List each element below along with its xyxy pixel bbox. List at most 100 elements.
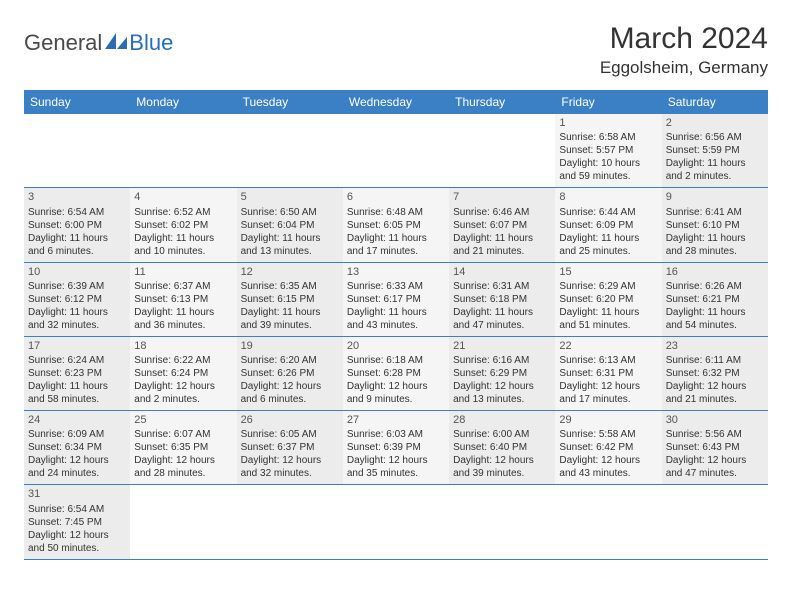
day-cell <box>237 485 343 558</box>
day-detail: and 9 minutes. <box>347 393 445 406</box>
day-detail: and 28 minutes. <box>666 245 764 258</box>
day-cell: 9Sunrise: 6:41 AMSunset: 6:10 PMDaylight… <box>662 188 768 261</box>
day-number: 5 <box>241 190 339 204</box>
day-number: 12 <box>241 265 339 279</box>
day-detail: and 32 minutes. <box>28 319 126 332</box>
day-number: 7 <box>453 190 551 204</box>
day-detail: Daylight: 12 hours <box>559 454 657 467</box>
day-cell: 27Sunrise: 6:03 AMSunset: 6:39 PMDayligh… <box>343 411 449 484</box>
day-detail: Daylight: 12 hours <box>28 454 126 467</box>
day-detail: Daylight: 11 hours <box>559 306 657 319</box>
day-number: 29 <box>559 413 657 427</box>
day-number: 17 <box>28 339 126 353</box>
day-detail: Sunset: 6:23 PM <box>28 367 126 380</box>
day-detail: Sunrise: 6:52 AM <box>134 206 232 219</box>
day-number: 9 <box>666 190 764 204</box>
day-cell: 4Sunrise: 6:52 AMSunset: 6:02 PMDaylight… <box>130 188 236 261</box>
day-detail: Daylight: 12 hours <box>28 529 126 542</box>
day-detail: Sunset: 6:29 PM <box>453 367 551 380</box>
day-cell <box>24 114 130 187</box>
day-detail: Sunrise: 6:26 AM <box>666 280 764 293</box>
day-number: 26 <box>241 413 339 427</box>
day-cell: 8Sunrise: 6:44 AMSunset: 6:09 PMDaylight… <box>555 188 661 261</box>
day-detail: Daylight: 12 hours <box>559 380 657 393</box>
day-cell: 16Sunrise: 6:26 AMSunset: 6:21 PMDayligh… <box>662 263 768 336</box>
day-detail: and 21 minutes. <box>453 245 551 258</box>
day-detail: Sunrise: 6:16 AM <box>453 354 551 367</box>
day-detail: and 2 minutes. <box>666 170 764 183</box>
day-detail: Daylight: 11 hours <box>134 232 232 245</box>
day-cell: 10Sunrise: 6:39 AMSunset: 6:12 PMDayligh… <box>24 263 130 336</box>
day-detail: and 35 minutes. <box>347 467 445 480</box>
day-cell: 30Sunrise: 5:56 AMSunset: 6:43 PMDayligh… <box>662 411 768 484</box>
day-detail: Sunrise: 6:37 AM <box>134 280 232 293</box>
day-detail: and 28 minutes. <box>134 467 232 480</box>
day-detail: Sunset: 6:28 PM <box>347 367 445 380</box>
logo-sail-icon <box>105 33 127 49</box>
week-row: 17Sunrise: 6:24 AMSunset: 6:23 PMDayligh… <box>24 337 768 411</box>
day-detail: Sunset: 6:26 PM <box>241 367 339 380</box>
day-cell: 24Sunrise: 6:09 AMSunset: 6:34 PMDayligh… <box>24 411 130 484</box>
day-header: Saturday <box>662 90 768 114</box>
day-detail: Sunrise: 6:39 AM <box>28 280 126 293</box>
day-detail: Daylight: 11 hours <box>241 232 339 245</box>
day-cell: 21Sunrise: 6:16 AMSunset: 6:29 PMDayligh… <box>449 337 555 410</box>
day-detail: Daylight: 12 hours <box>241 454 339 467</box>
week-row: 3 Sunrise: 6:54 AMSunset: 6:00 PM Daylight… <box>24 188 768 262</box>
day-detail: Sunrise: 6:35 AM <box>241 280 339 293</box>
day-number: 10 <box>28 265 126 279</box>
day-detail: Sunset: 6:31 PM <box>559 367 657 380</box>
day-cell: 22Sunrise: 6:13 AMSunset: 6:31 PMDayligh… <box>555 337 661 410</box>
day-detail: Daylight: 12 hours <box>666 454 764 467</box>
day-number: 20 <box>347 339 445 353</box>
day-headers-row: SundayMondayTuesdayWednesdayThursdayFrid… <box>24 90 768 114</box>
day-detail: and 51 minutes. <box>559 319 657 332</box>
day-cell: 17Sunrise: 6:24 AMSunset: 6:23 PMDayligh… <box>24 337 130 410</box>
day-number: 13 <box>347 265 445 279</box>
day-number: 23 <box>666 339 764 353</box>
day-detail: Sunrise: 6:33 AM <box>347 280 445 293</box>
day-detail: and 25 minutes. <box>559 245 657 258</box>
day-detail: and 13 minutes. <box>241 245 339 258</box>
day-detail: and 36 minutes. <box>134 319 232 332</box>
day-cell <box>237 114 343 187</box>
day-detail: Daylight: 12 hours <box>134 454 232 467</box>
day-detail: Daylight: 11 hours <box>666 306 764 319</box>
day-detail: Sunset: 6:21 PM <box>666 293 764 306</box>
day-cell: 7Sunrise: 6:46 AMSunset: 6:07 PMDaylight… <box>449 188 555 261</box>
day-number: 24 <box>28 413 126 427</box>
day-detail: Sunset: 7:45 PM <box>28 516 126 529</box>
day-detail: Sunset: 6:40 PM <box>453 441 551 454</box>
day-header: Thursday <box>449 90 555 114</box>
day-detail: Sunrise: 5:56 AM <box>666 428 764 441</box>
day-detail: Sunset: 6:39 PM <box>347 441 445 454</box>
day-detail: Daylight: 10 hours <box>559 157 657 170</box>
day-cell: 18Sunrise: 6:22 AMSunset: 6:24 PMDayligh… <box>130 337 236 410</box>
day-cell: 6Sunrise: 6:48 AMSunset: 6:05 PMDaylight… <box>343 188 449 261</box>
day-cell: 23Sunrise: 6:11 AMSunset: 6:32 PMDayligh… <box>662 337 768 410</box>
day-detail: Sunrise: 6:44 AM <box>559 206 657 219</box>
logo-text-blue: Blue <box>129 30 173 56</box>
day-detail: Sunrise: 5:58 AM <box>559 428 657 441</box>
day-header: Wednesday <box>343 90 449 114</box>
day-detail: Sunset: 6:24 PM <box>134 367 232 380</box>
day-detail: Sunrise: 6:13 AM <box>559 354 657 367</box>
day-number: 3 <box>28 190 126 204</box>
calendar: SundayMondayTuesdayWednesdayThursdayFrid… <box>24 90 768 560</box>
day-detail: Sunset: 6:12 PM <box>28 293 126 306</box>
day-detail: and 6 minutes. <box>241 393 339 406</box>
day-cell <box>343 114 449 187</box>
day-detail: Sunset: 6:00 PM <box>28 219 126 232</box>
day-cell <box>449 485 555 558</box>
day-cell <box>343 485 449 558</box>
day-number: 1 <box>559 116 657 130</box>
day-detail: Sunrise: 6:00 AM <box>453 428 551 441</box>
day-cell: 13Sunrise: 6:33 AMSunset: 6:17 PMDayligh… <box>343 263 449 336</box>
week-row: 10Sunrise: 6:39 AMSunset: 6:12 PM Dayligh… <box>24 263 768 337</box>
day-cell: 2Sunrise: 6:56 AMSunset: 5:59 PMDaylight… <box>662 114 768 187</box>
day-detail: Sunset: 6:43 PM <box>666 441 764 454</box>
day-number: 25 <box>134 413 232 427</box>
day-detail: Sunrise: 6:56 AM <box>666 131 764 144</box>
day-detail: Sunrise: 6:54 AM <box>28 206 126 219</box>
day-detail: Sunset: 6:10 PM <box>666 219 764 232</box>
